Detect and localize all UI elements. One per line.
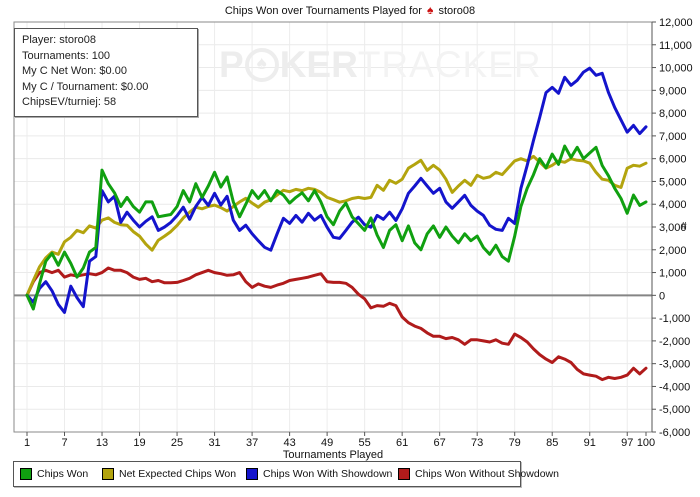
series-line-chips-won: [25, 144, 648, 311]
stat-net-won: My C Net Won: $0.00: [22, 65, 127, 77]
svg-text:37: 37: [246, 437, 258, 449]
svg-text:73: 73: [471, 437, 483, 449]
svg-text:67: 67: [434, 437, 446, 449]
chart-title-player: storo08: [438, 5, 476, 17]
svg-text:85: 85: [546, 437, 558, 449]
svg-text:31: 31: [208, 437, 220, 449]
svg-text:100: 100: [637, 437, 655, 449]
svg-text:13: 13: [96, 437, 108, 449]
watermark-text: P: [219, 44, 244, 85]
svg-text:2,000: 2,000: [659, 245, 687, 257]
svg-text:91: 91: [584, 437, 596, 449]
legend-item-net-expected: Net Expected Chips Won: [102, 462, 236, 486]
svg-text:55: 55: [359, 437, 371, 449]
svg-text:43: 43: [283, 437, 295, 449]
legend-item-chips-won: Chips Won: [20, 462, 88, 486]
stat-chips-ev: ChipsEV/turniej: 58: [22, 96, 117, 108]
svg-text:11,000: 11,000: [659, 40, 692, 52]
svg-text:8,000: 8,000: [659, 108, 687, 120]
svg-text:-5,000: -5,000: [659, 404, 690, 416]
spade-icon: ♠: [427, 3, 434, 17]
watermark-text-light: TRACKER: [357, 44, 542, 85]
legend-item-with-showdown: Chips Won With Showdown: [246, 462, 392, 486]
svg-text:5,000: 5,000: [659, 176, 687, 188]
svg-text:79: 79: [509, 437, 521, 449]
svg-text:0: 0: [659, 290, 665, 302]
svg-text:-3,000: -3,000: [659, 359, 690, 371]
legend-swatch-blue: [246, 468, 258, 480]
stat-tournaments: Tournaments: 100: [22, 49, 111, 62]
svg-text:7,000: 7,000: [659, 131, 687, 143]
series-line-net-expected-chips-won: [25, 154, 648, 297]
series-line-chips-won-without-showdown: [25, 266, 648, 382]
legend: Chips Won Net Expected Chips Won Chips W…: [13, 461, 559, 487]
svg-text:1: 1: [24, 437, 30, 449]
legend-label: Chips Won With Showdown: [263, 468, 393, 480]
svg-text:-4,000: -4,000: [659, 381, 690, 393]
svg-text:19: 19: [133, 437, 145, 449]
stat-per-tournament: My C / Tournament: $0.00: [22, 80, 149, 93]
stat-player: Player: storo08: [22, 34, 96, 46]
legend-label: Chips Won: [37, 468, 89, 480]
legend-swatch-green: [20, 468, 32, 480]
svg-text:9,000: 9,000: [659, 85, 687, 97]
svg-text:-6,000: -6,000: [659, 427, 690, 439]
poker-chip-icon: ♠: [244, 48, 279, 82]
legend-swatch-red: [398, 468, 410, 480]
svg-text:4,000: 4,000: [659, 199, 687, 211]
legend-label: Chips Won Without Showdown: [415, 468, 559, 480]
svg-text:3,000: 3,000: [659, 222, 687, 234]
legend-swatch-olive: [102, 468, 114, 480]
svg-text:-1,000: -1,000: [659, 313, 690, 325]
legend-item-without-showdown: Chips Won Without Showdown: [398, 462, 559, 486]
pokertracker-watermark: P ♠ KER TRACKER: [219, 44, 542, 86]
svg-text:7: 7: [61, 437, 67, 449]
svg-text:-2,000: -2,000: [659, 336, 690, 348]
svg-text:6,000: 6,000: [659, 154, 687, 166]
stats-info-box: Player: storo08 Tournaments: 100 My C Ne…: [14, 28, 198, 117]
svg-text:1,000: 1,000: [659, 268, 687, 280]
legend-label: Net Expected Chips Won: [119, 468, 237, 480]
chart-title: Chips Won over Tournaments Played for ♠ …: [0, 3, 700, 17]
svg-text:49: 49: [321, 437, 333, 449]
chart-title-prefix: Chips Won over Tournaments Played for: [224, 5, 422, 17]
svg-text:10,000: 10,000: [659, 63, 693, 75]
svg-text:Tournaments Played: Tournaments Played: [283, 449, 383, 461]
svg-text:12,000: 12,000: [659, 17, 693, 29]
svg-text:97: 97: [621, 437, 633, 449]
watermark-text: KER: [279, 44, 358, 85]
svg-text:61: 61: [396, 437, 408, 449]
svg-text:25: 25: [171, 437, 183, 449]
svg-text:#: #: [681, 221, 687, 232]
